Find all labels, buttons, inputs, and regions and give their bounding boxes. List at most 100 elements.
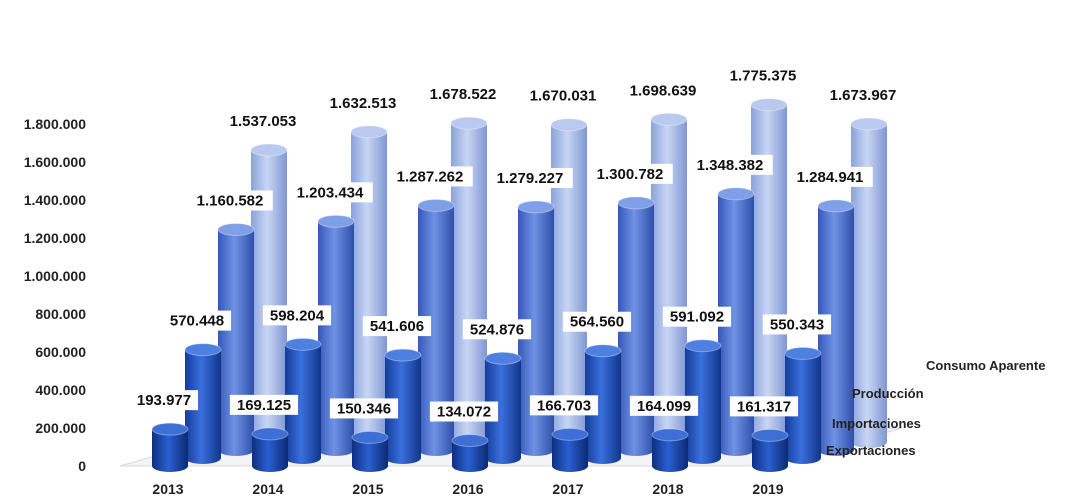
data-label-text: 1.300.782 xyxy=(597,166,664,183)
bar-top xyxy=(817,199,855,213)
data-label-bg xyxy=(420,84,506,105)
y-tick-label: 1.400.000 xyxy=(24,192,86,208)
bar-body xyxy=(451,123,487,449)
bar-top xyxy=(184,343,222,357)
data-label-text: 1.287.262 xyxy=(397,168,464,185)
bar-top xyxy=(617,196,655,210)
data-label: 541.606 xyxy=(362,316,432,337)
data-label-bg xyxy=(787,166,873,187)
data-label: 524.876 xyxy=(462,319,532,340)
bar: 1.537.053 xyxy=(220,110,306,448)
data-label-bg xyxy=(129,390,199,411)
bar: 164.099 xyxy=(629,395,699,472)
data-label-text: 164.099 xyxy=(637,398,691,415)
data-label-bg xyxy=(487,167,573,188)
bar-body xyxy=(452,440,488,472)
bars: 1.537.053 1.632.513 1.678.522 1.670.031 1.69… xyxy=(129,65,906,472)
bar-body xyxy=(185,349,221,464)
data-label-text: 591.092 xyxy=(670,309,724,326)
y-tick-label: 600.000 xyxy=(35,344,86,360)
bar-top xyxy=(850,117,888,131)
bar-body xyxy=(818,205,854,456)
data-label: 570.448 xyxy=(162,310,232,331)
y-axis: 0 200.000 400.000 600.000 800.000 1.000.000 1.… xyxy=(24,116,87,474)
data-label-bg xyxy=(820,84,906,105)
data-label: 193.977 xyxy=(129,390,199,411)
bar-body xyxy=(385,355,421,464)
data-label: 591.092 xyxy=(662,306,732,327)
bar-top xyxy=(217,222,255,236)
y-tick-label: 1.000.000 xyxy=(24,268,86,284)
bar-top xyxy=(517,200,555,214)
data-label: 1.284.941 xyxy=(787,166,873,187)
data-label: 1.678.522 xyxy=(420,84,506,105)
bar-top xyxy=(584,344,622,358)
y-tick-label: 400.000 xyxy=(35,382,86,398)
bar-body xyxy=(551,124,587,449)
bar-top xyxy=(684,339,722,353)
bar: 1.279.227 xyxy=(487,167,573,456)
data-label-text: 550.343 xyxy=(770,316,824,333)
x-tick-label: 2015 xyxy=(352,481,383,497)
bar: 1.300.782 xyxy=(587,163,673,456)
bar-body xyxy=(418,205,454,456)
data-label: 1.160.582 xyxy=(187,190,273,211)
bar: 193.977 xyxy=(129,390,199,472)
bar: 570.448 xyxy=(162,310,232,464)
bar-body xyxy=(652,434,688,472)
bar-body xyxy=(152,429,188,472)
data-label-text: 1.698.639 xyxy=(630,82,697,99)
x-axis: 2013 2014 2015 2016 2017 2018 2019 xyxy=(152,481,783,497)
bar: 1.673.967 xyxy=(820,84,906,448)
data-label: 598.204 xyxy=(262,305,332,326)
data-label-text: 564.560 xyxy=(570,314,624,331)
data-label-text: 541.606 xyxy=(370,318,424,335)
bar-top xyxy=(251,427,289,441)
x-tick-label: 2016 xyxy=(452,481,483,497)
bar-body xyxy=(618,202,654,456)
data-label-text: 1.348.382 xyxy=(697,157,764,174)
bar-top xyxy=(650,112,688,126)
data-label-text: 1.632.513 xyxy=(330,95,397,112)
data-label: 1.348.382 xyxy=(687,154,773,175)
x-tick-label: 2013 xyxy=(152,481,183,497)
bar-top xyxy=(350,125,388,139)
bar-top xyxy=(750,98,788,112)
data-label-bg xyxy=(329,398,399,419)
bar-top xyxy=(417,198,455,212)
bar-body xyxy=(485,358,521,464)
bar-body xyxy=(685,345,721,464)
data-label-text: 1.284.941 xyxy=(797,169,864,186)
data-label: 161.317 xyxy=(729,396,799,417)
data-label-bg xyxy=(762,314,832,335)
x-tick-label: 2017 xyxy=(552,481,583,497)
data-label: 150.346 xyxy=(329,398,399,419)
bar-top xyxy=(250,143,288,157)
data-label-bg xyxy=(729,396,799,417)
data-label-text: 1.673.967 xyxy=(830,87,897,104)
bar: 1.670.031 xyxy=(520,85,606,449)
data-label: 1.775.375 xyxy=(720,65,806,86)
data-label: 1.287.262 xyxy=(387,166,473,187)
bar: 1.348.382 xyxy=(687,154,773,456)
data-label: 1.279.227 xyxy=(487,167,573,188)
y-tick-label: 1.800.000 xyxy=(24,116,86,132)
data-label-text: 570.448 xyxy=(170,313,224,330)
data-label-bg xyxy=(529,395,599,416)
bar-body xyxy=(218,229,254,456)
data-label: 1.632.513 xyxy=(320,92,406,113)
bar-body xyxy=(552,434,588,472)
y-tick-label: 800.000 xyxy=(35,306,86,322)
data-label-bg xyxy=(687,154,773,175)
x-tick-label: 2018 xyxy=(652,481,683,497)
data-label: 164.099 xyxy=(629,395,699,416)
data-label: 1.698.639 xyxy=(620,80,706,101)
data-label: 1.300.782 xyxy=(587,163,673,184)
bar: 1.632.513 xyxy=(320,92,406,449)
bar-body xyxy=(718,193,754,456)
bar-top xyxy=(151,422,189,436)
x-tick-label: 2014 xyxy=(252,481,283,497)
bar: 598.204 xyxy=(262,305,332,464)
data-label-bg xyxy=(287,182,373,203)
